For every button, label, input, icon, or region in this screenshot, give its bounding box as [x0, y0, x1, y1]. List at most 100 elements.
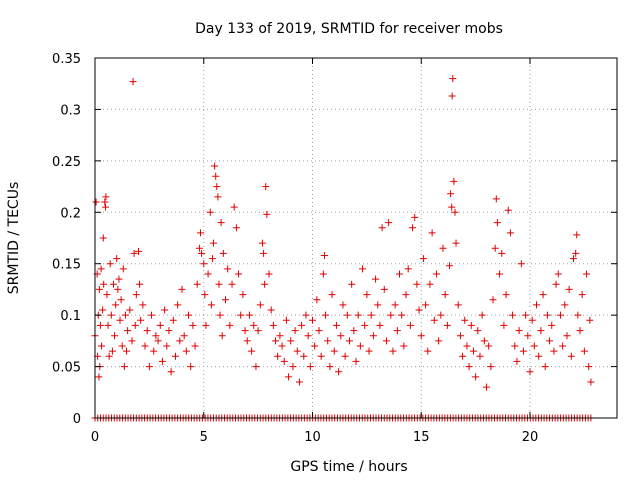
data-point — [118, 342, 126, 350]
data-point — [213, 183, 221, 191]
data-point — [476, 352, 484, 360]
data-point — [117, 296, 125, 304]
x-tick-label: 15 — [413, 430, 430, 445]
data-point — [522, 311, 530, 319]
data-point — [489, 296, 497, 304]
data-point — [101, 203, 109, 211]
x-tick-label: 20 — [522, 430, 539, 445]
data-point — [387, 311, 395, 319]
data-point — [139, 301, 147, 309]
data-point — [143, 327, 151, 335]
data-point — [578, 291, 586, 299]
data-point — [135, 247, 142, 255]
data-point — [92, 198, 100, 206]
data-point — [174, 301, 182, 309]
data-point — [274, 352, 282, 360]
data-point — [328, 291, 336, 299]
data-point — [228, 280, 236, 288]
data-point — [448, 92, 456, 100]
data-point — [214, 193, 222, 201]
data-point — [165, 327, 173, 335]
data-point — [101, 198, 109, 206]
x-axis-title: GPS time / hours — [290, 459, 407, 475]
data-point — [282, 316, 290, 324]
data-point — [161, 306, 169, 314]
data-point — [141, 342, 149, 350]
data-point — [128, 337, 136, 345]
data-point — [354, 311, 362, 319]
data-point — [369, 332, 377, 340]
data-point — [302, 311, 310, 319]
data-point — [178, 285, 186, 293]
data-point — [269, 321, 277, 329]
data-point — [330, 347, 338, 355]
data-point — [239, 291, 247, 299]
data-point — [415, 306, 423, 314]
data-point — [548, 321, 556, 329]
data-point — [121, 311, 129, 319]
data-point — [422, 301, 430, 309]
data-point — [195, 244, 203, 252]
data-point — [513, 357, 521, 365]
data-point — [309, 316, 316, 324]
data-point — [530, 342, 538, 350]
data-point — [441, 291, 449, 299]
data-point — [95, 285, 103, 293]
data-point — [241, 327, 249, 335]
data-point — [447, 190, 455, 198]
data-point — [215, 280, 223, 288]
data-point — [111, 332, 119, 340]
data-point — [552, 280, 560, 288]
data-point — [293, 347, 301, 355]
data-point — [506, 229, 514, 237]
data-point — [96, 321, 104, 329]
data-point — [218, 332, 226, 340]
data-point — [517, 260, 525, 268]
data-point — [98, 342, 106, 350]
data-point — [152, 332, 160, 340]
data-point — [261, 280, 269, 288]
data-point — [319, 270, 327, 278]
data-point — [171, 352, 179, 360]
data-point — [352, 357, 360, 365]
data-point — [258, 239, 266, 247]
data-point — [556, 311, 564, 319]
data-point — [472, 373, 480, 381]
data-point — [131, 321, 139, 329]
data-point — [107, 311, 115, 319]
data-point — [335, 368, 343, 376]
data-point — [378, 224, 386, 232]
data-point — [413, 280, 421, 288]
data-point — [256, 301, 264, 309]
data-point — [524, 332, 532, 340]
data-point — [580, 347, 588, 355]
data-point — [123, 347, 131, 355]
data-point — [337, 332, 345, 340]
data-point — [451, 208, 459, 216]
y-axis-title: SRMTID / TECUs — [6, 182, 22, 295]
data-point — [332, 321, 340, 329]
data-point — [380, 285, 388, 293]
data-point — [345, 337, 353, 345]
data-point — [350, 327, 358, 335]
data-point — [280, 357, 288, 365]
data-point — [198, 249, 206, 257]
data-point — [385, 219, 393, 227]
data-point — [509, 311, 517, 319]
data-point — [262, 183, 270, 191]
data-point — [478, 311, 486, 319]
data-point — [145, 363, 153, 371]
data-point — [95, 373, 103, 381]
plot-frame — [94, 57, 618, 419]
data-point — [189, 321, 197, 329]
data-point — [439, 244, 447, 252]
data-point — [563, 332, 571, 340]
data-point — [237, 311, 245, 319]
data-point — [207, 301, 215, 309]
data-point — [474, 327, 482, 335]
data-point — [132, 291, 140, 299]
data-point — [574, 311, 582, 319]
data-point — [389, 347, 397, 355]
data-point — [463, 342, 471, 350]
